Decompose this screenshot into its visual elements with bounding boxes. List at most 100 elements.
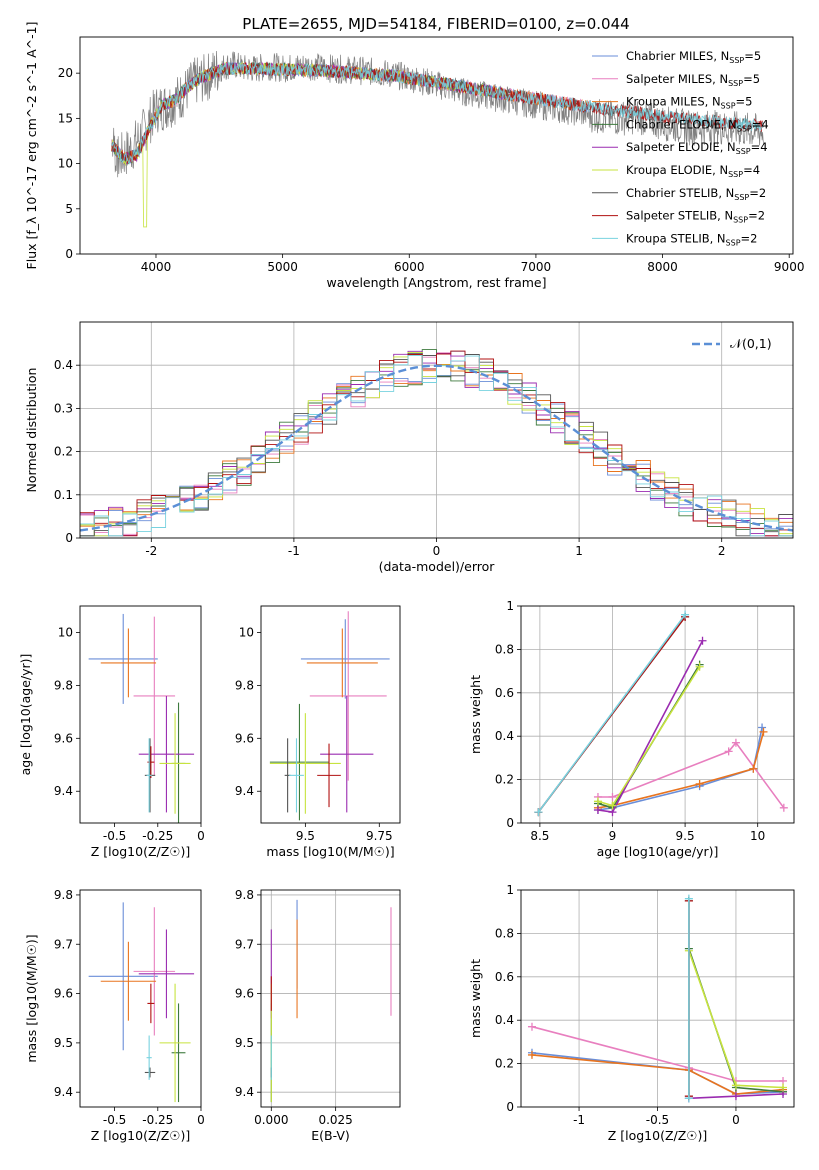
x-tick-label: 7000 (521, 260, 552, 274)
x-tick-label: -0.25 (142, 829, 173, 843)
x-axis-label: Z [log10(Z/Z☉)] (91, 1128, 191, 1143)
x-tick-label: -1 (288, 544, 300, 558)
y-tick-label: 10 (58, 625, 73, 639)
legend-label: Salpeter ELODIE, NSSP=4 (626, 140, 768, 156)
y-tick-label: 0 (506, 816, 514, 830)
y-tick-label: 9.4 (54, 784, 73, 798)
legend-label: Salpeter STELIB, NSSP=2 (626, 209, 765, 225)
x-tick-label: 0.000 (254, 1113, 288, 1127)
y-tick-label: 0.4 (54, 358, 73, 372)
mass-weight-point (593, 805, 602, 814)
mass-weight-point (681, 610, 690, 619)
mass-weight-point (527, 1050, 536, 1059)
x-tick-label: 0 (433, 544, 441, 558)
y-tick-label: 9.6 (54, 731, 73, 745)
y-tick-label: 0.1 (54, 488, 73, 502)
y-axis-label: mass weight (468, 959, 483, 1038)
spectrum-plot-area (111, 50, 764, 228)
mass-weight-point (593, 797, 602, 806)
x-tick-label: -0.5 (103, 1113, 126, 1127)
mass-weight-point (779, 803, 788, 812)
residual-histogram-frame (79, 321, 794, 539)
y-tick-label: 0.2 (495, 773, 514, 787)
spectrum-panel: 4000 5000 6000 7000 8000 9000 0 5 10 15 20 waveleng… (24, 22, 804, 290)
y-tick-label: 0 (65, 531, 73, 545)
y-tick-label: 9.6 (235, 731, 254, 745)
mass-weight-point (608, 792, 617, 801)
y-tick-label: 9.7 (235, 937, 254, 951)
x-tick-label: 9000 (774, 260, 805, 274)
x-tick-label: -1 (573, 1113, 585, 1127)
y-tick-label: 0 (506, 1100, 514, 1114)
x-tick-label: 6000 (394, 260, 425, 274)
x-tick-label: -0.5 (646, 1113, 669, 1127)
x-tick-label: 0 (197, 1113, 205, 1127)
mass-vs-EBV-plot-area (261, 890, 400, 1107)
y-tick-label: 0.2 (495, 1057, 514, 1071)
x-tick-label: -0.5 (103, 829, 126, 843)
x-tick-label: 4000 (141, 260, 172, 274)
mass-weight-vs-Z-panel: -1 -0.5 0 0 0.2 0.4 0.6 0.8 1 Z [log10(Z/Z☉)] mass… (468, 883, 795, 1143)
age-vs-mass-plot-area (269, 611, 390, 821)
y-tick-label: 9.6 (235, 987, 254, 1001)
legend-label: Salpeter MILES, NSSP=5 (626, 72, 760, 88)
y-tick-label: 0.4 (495, 1013, 514, 1027)
mass-weight-point (731, 1081, 740, 1090)
y-tick-label: 0.6 (495, 686, 514, 700)
y-tick-label: 9.8 (54, 888, 73, 902)
legend-label: Chabrier MILES, NSSP=5 (626, 49, 761, 65)
residual-histogram-step (80, 355, 793, 537)
y-tick-label: 20 (58, 66, 73, 80)
age-vs-mass-panel: 9.5 9.75 9.4 9.6 9.8 10 mass [log10(M/M☉)] (235, 605, 401, 859)
mass-vs-Z-plot-area (88, 902, 195, 1103)
legend-label: Kroupa STELIB, NSSP=2 (626, 231, 757, 247)
residual-histogram-step (80, 350, 793, 537)
mass-weight-point (749, 764, 758, 773)
age-vs-Z-panel: -0.5 -0.25 0 9.4 9.6 9.8 10 Z [log10(Z/Z☉)] age … (18, 605, 205, 859)
y-tick-label: 9.4 (235, 784, 254, 798)
x-tick-label: 2 (718, 544, 726, 558)
y-tick-label: 1 (506, 883, 514, 897)
x-tick-label: 9 (609, 829, 617, 843)
mass-weight-vs-age-panel: 8.5 9 9.5 10 0 0.2 0.4 0.6 0.8 1 age [log10(age/yr… (468, 599, 795, 859)
y-tick-label: 9.4 (235, 1085, 254, 1099)
mass-weight-vs-Z-frame (520, 889, 795, 1108)
age-vs-mass-frame (260, 605, 401, 824)
y-tick-label: 0.8 (495, 642, 514, 656)
y-tick-label: 0.2 (54, 445, 73, 459)
y-tick-label: 9.4 (54, 1085, 73, 1099)
residual-histogram-step (80, 352, 793, 537)
x-tick-label: 9.75 (366, 829, 393, 843)
plot-layer: 4000 5000 6000 7000 8000 900005101520waveleng… (18, 22, 804, 1143)
mass-vs-EBV-frame (260, 889, 401, 1108)
mass-weight-vs-Z-plot-area (521, 890, 794, 1107)
y-tick-label: 9.7 (54, 937, 73, 951)
mass-weight-point (758, 723, 767, 732)
y-tick-label: 9.5 (54, 1036, 73, 1050)
mass-weight-vs-age-plot-area (521, 606, 794, 823)
y-tick-label: 10 (239, 625, 254, 639)
x-tick-label: 0 (732, 1113, 740, 1127)
y-axis-label: Flux [f_λ 10^-17 erg cm^-2 s^-1 A^-1] (24, 22, 39, 270)
mass-weight-point (779, 1083, 788, 1092)
x-axis-label: (data-model)/error (379, 559, 496, 574)
mass-weight-point (695, 662, 704, 671)
model-spectrum-line (111, 60, 764, 165)
age-vs-Z-plot-area (88, 613, 195, 823)
figure-title: PLATE=2655, MJD=54184, FIBERID=0100, z=0… (242, 15, 629, 33)
x-tick-label: -0.25 (142, 1113, 173, 1127)
mass-weight-point (684, 1094, 693, 1103)
y-tick-label: 0.4 (495, 729, 514, 743)
x-tick-label: 9.5 (296, 829, 315, 843)
mass-weight-point (534, 808, 543, 817)
x-tick-label: 8000 (647, 260, 678, 274)
legend-label: Kroupa ELODIE, NSSP=4 (626, 163, 760, 179)
y-tick-label: 10 (58, 157, 73, 171)
x-axis-label: wavelength [Angstrom, rest frame] (326, 275, 546, 290)
x-axis-label: E(B-V) (311, 1128, 350, 1143)
y-tick-label: 0 (65, 247, 73, 261)
legend-label: 𝒩(0,1) (730, 336, 772, 351)
y-tick-label: 0.6 (495, 970, 514, 984)
x-tick-label: 10 (750, 829, 765, 843)
normal-reference-curve (80, 364, 793, 532)
